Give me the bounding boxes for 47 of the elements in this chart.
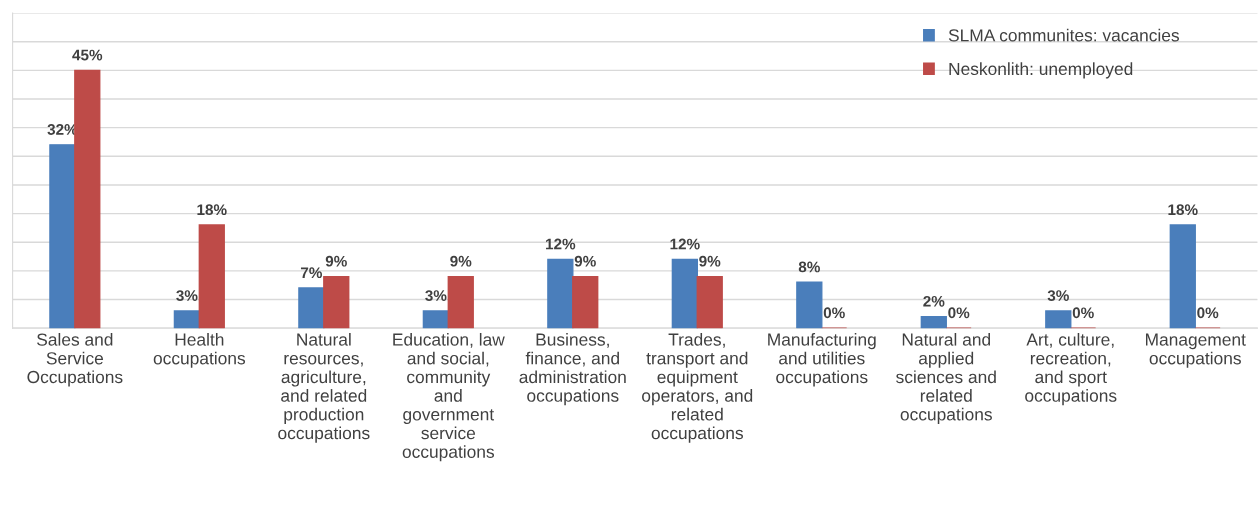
data-label: 9% xyxy=(574,255,596,267)
legend-label: Neskonlith: unemployed xyxy=(949,62,1133,79)
data-label: 9% xyxy=(450,255,472,267)
data-label: 45% xyxy=(72,49,103,61)
bar xyxy=(796,281,823,329)
data-label: 3% xyxy=(425,290,447,301)
x-tick-label: Trades, transport and equipment operators, and related occupations xyxy=(642,332,753,443)
x-tick-label: Manufacturing and utilities occupations xyxy=(768,332,876,387)
data-label: 9% xyxy=(325,255,347,267)
data-label: 7% xyxy=(300,267,323,279)
data-label: 3% xyxy=(176,290,198,301)
bar xyxy=(422,310,450,329)
x-tick-label: Management occupations xyxy=(1146,333,1246,368)
data-label: 18% xyxy=(197,204,227,216)
data-label: 0% xyxy=(823,307,845,319)
bar xyxy=(447,275,474,329)
bar xyxy=(323,275,350,329)
legend-label: SLMA communites: vacancies xyxy=(948,28,1179,42)
bar xyxy=(920,315,947,329)
data-label: 12% xyxy=(670,238,700,250)
data-label: 9% xyxy=(699,255,721,267)
bar xyxy=(671,258,698,329)
x-tick-label: Business, finance, and administration occupations xyxy=(519,332,626,406)
bar xyxy=(49,144,76,329)
bar xyxy=(173,310,201,329)
data-label: 0% xyxy=(1072,307,1094,319)
data-label: 2% xyxy=(923,295,945,307)
data-label: 0% xyxy=(1197,307,1219,319)
x-tick-label: Natural resources, agriculture, and related production occupations xyxy=(278,332,370,443)
bar xyxy=(1169,224,1196,329)
data-label: 8% xyxy=(798,261,820,273)
bar xyxy=(547,258,574,329)
data-label: 0% xyxy=(948,307,970,319)
bar xyxy=(74,69,101,329)
data-label: 12% xyxy=(546,238,576,250)
x-tick-label: Natural and applied sciences and related occupations xyxy=(896,332,996,424)
x-tick-label: Education, law and social, community and government service occupations xyxy=(393,332,505,462)
x-tick-label: Health occupations xyxy=(153,332,246,368)
data-label: 3% xyxy=(1047,290,1069,301)
data-label: 18% xyxy=(1168,204,1198,216)
bar xyxy=(1045,310,1072,329)
bar xyxy=(198,224,225,329)
x-tick-label: Art, culture, recreation, and sport occupations xyxy=(1025,332,1117,406)
bar xyxy=(298,287,325,329)
bar xyxy=(696,275,723,329)
bar xyxy=(572,275,599,329)
x-tick-label: Sales and Service Occupations xyxy=(27,332,123,387)
